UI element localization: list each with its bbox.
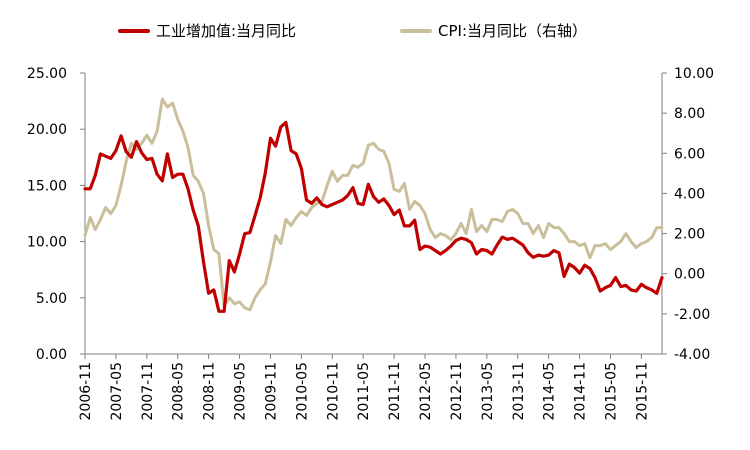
x-tick-label: 2009-05 [233, 362, 249, 421]
left-tick-label: 15.00 [27, 178, 67, 194]
x-tick-label: 2015-05 [603, 362, 619, 421]
legend-label-cpi: CPI:当月同比（右轴） [438, 22, 587, 40]
legend: 工业增加值:当月同比 CPI:当月同比（右轴） [118, 22, 587, 40]
x-tick-label: 2010-11 [325, 362, 341, 421]
x-tick-label: 2014-05 [542, 362, 558, 421]
x-tick-label: 2010-05 [294, 362, 310, 421]
series-line-industrial [83, 120, 664, 313]
right-tick-label: -2.00 [674, 307, 710, 323]
left-tick-label: 25.00 [27, 66, 67, 82]
x-tick-label: 2012-11 [449, 362, 465, 421]
right-tick-label: 2.00 [674, 227, 705, 243]
right-tick-label: 8.00 [674, 106, 705, 122]
x-tick-label: 2014-11 [573, 362, 589, 421]
right-tick-label: 0.00 [674, 267, 705, 283]
x-tick-label: 2008-05 [171, 362, 187, 421]
x-tick-label: 2013-11 [511, 362, 527, 421]
x-tick-label: 2011-11 [387, 362, 403, 421]
series-layer [83, 97, 664, 313]
x-tick-label: 2012-05 [418, 362, 434, 421]
x-tick-label: 2011-05 [356, 362, 372, 421]
left-tick-label: 0.00 [36, 347, 67, 363]
axes [80, 72, 667, 359]
left-tick-label: 5.00 [36, 291, 67, 307]
x-tick-label: 2015-11 [634, 362, 650, 421]
left-tick-label: 20.00 [27, 122, 67, 138]
x-tick-label: 2006-11 [78, 362, 94, 421]
x-tick-label: 2013-05 [480, 362, 496, 421]
left-tick-label: 10.00 [27, 235, 67, 251]
right-tick-label: 4.00 [674, 186, 705, 202]
x-tick-label: 2008-11 [202, 362, 218, 421]
tick-labels: 0.00 5.00 10.00 15.00 20.00 25.00 -4.00 -2.00 0.… [27, 66, 714, 421]
x-tick-label: 2007-11 [140, 362, 156, 421]
x-tick-label: 2007-05 [109, 362, 125, 421]
legend-label-industrial: 工业增加值:当月同比 [156, 22, 296, 40]
series-line-cpi [83, 97, 664, 312]
right-tick-label: -4.00 [674, 347, 710, 363]
x-tick-label: 2009-11 [263, 362, 279, 421]
right-tick-label: 10.00 [674, 66, 714, 82]
right-tick-label: 6.00 [674, 146, 705, 162]
